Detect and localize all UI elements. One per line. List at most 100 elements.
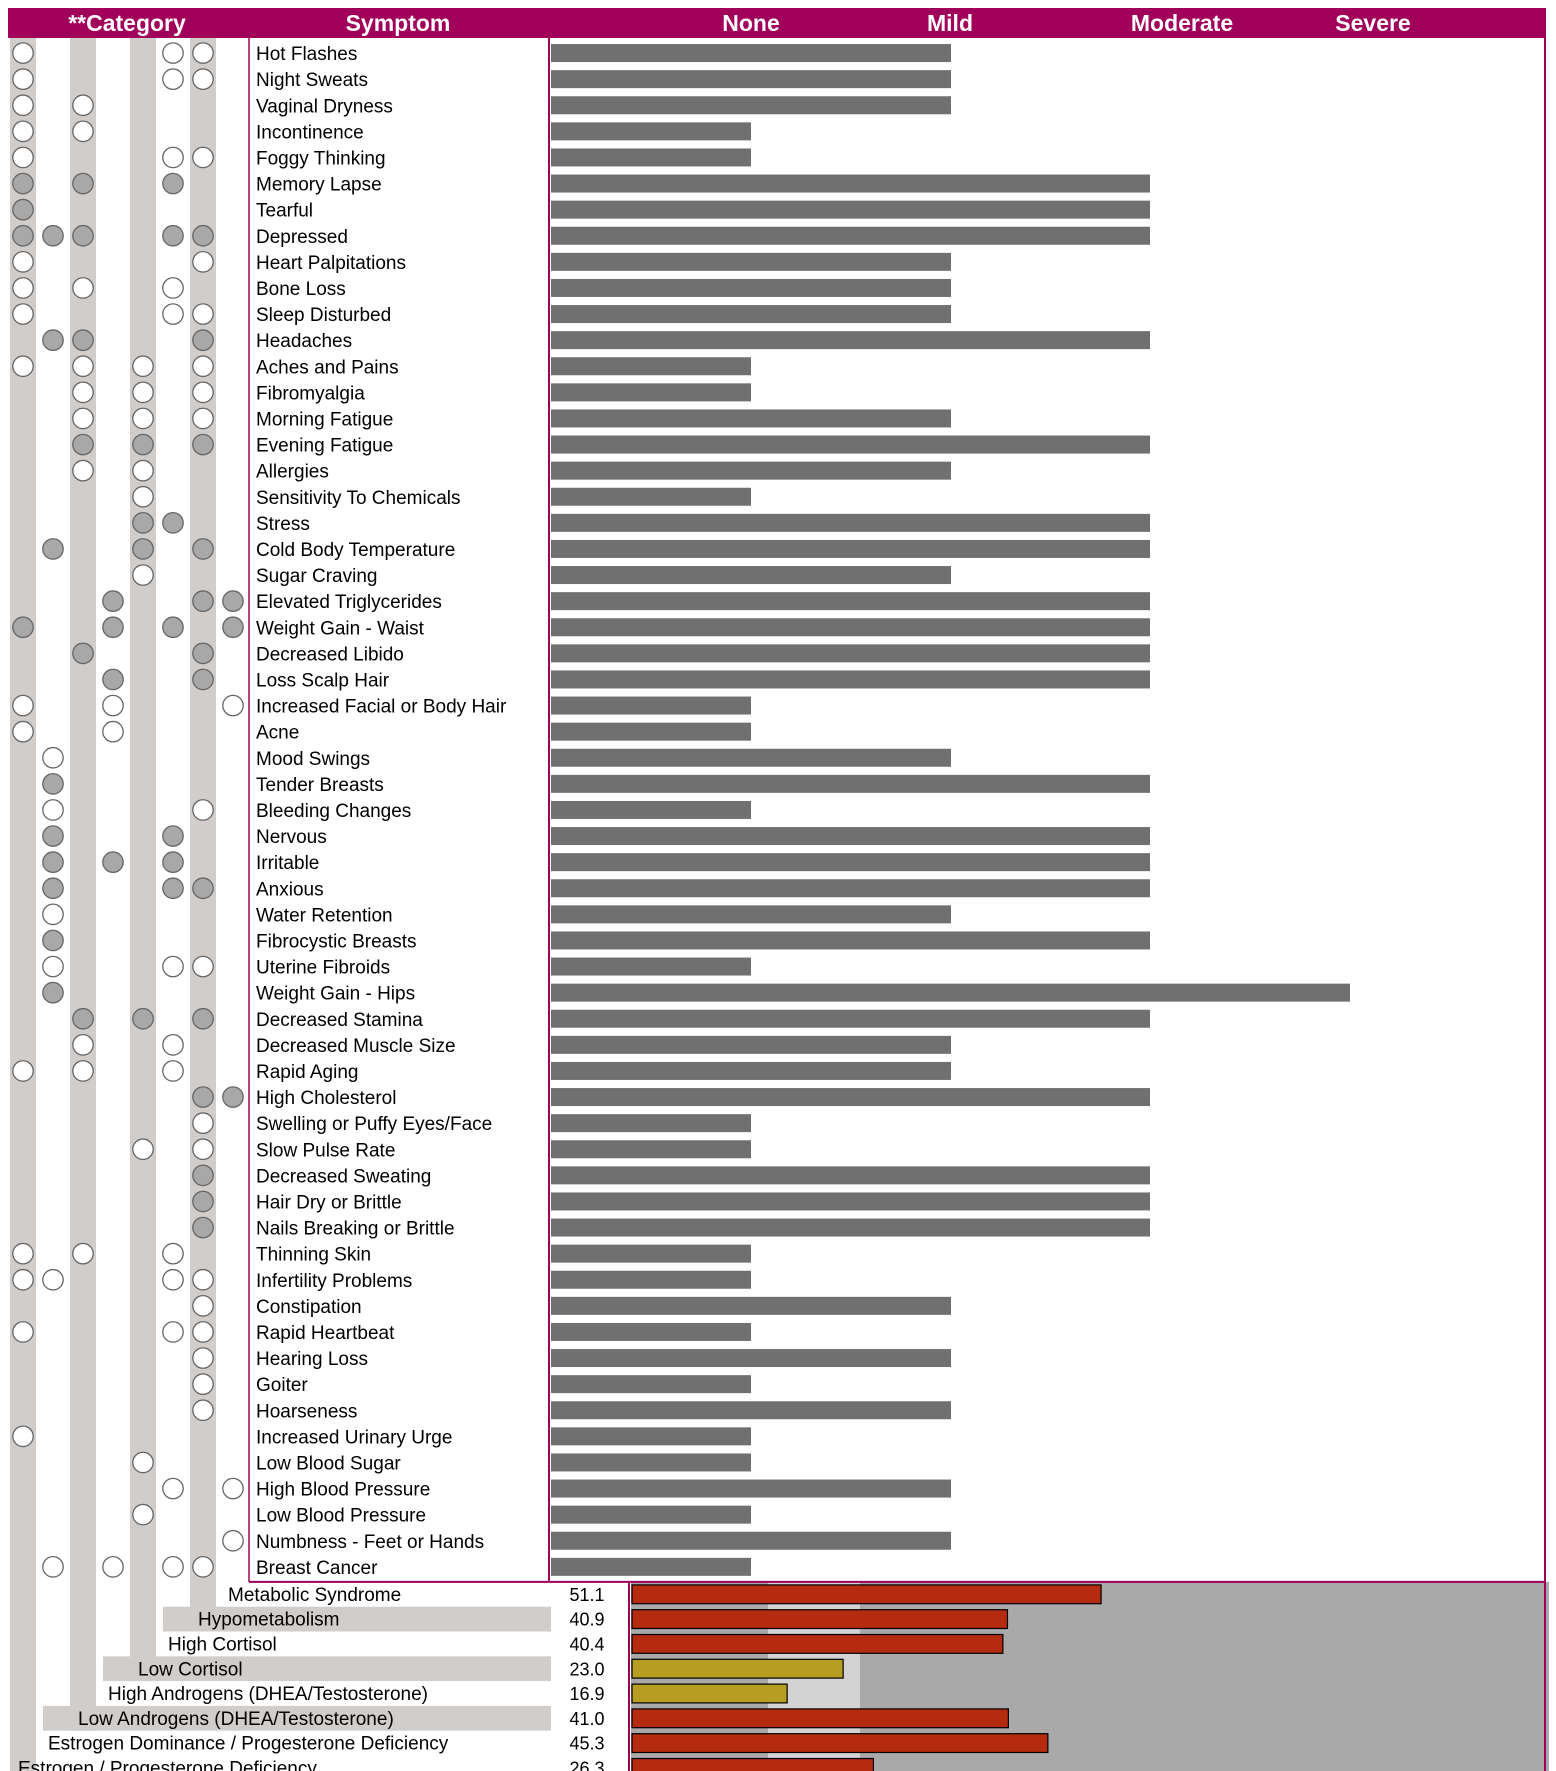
- category-marker-open: [72, 355, 94, 378]
- symptom-label: Morning Fatigue: [256, 409, 393, 430]
- category-marker-open: [192, 407, 214, 430]
- category-marker-filled: [192, 877, 214, 900]
- header-bar: [8, 8, 1545, 38]
- category-marker-open: [192, 1268, 214, 1291]
- symptom-severity-bar: [551, 1140, 751, 1159]
- symptom-severity-bar: [551, 252, 951, 271]
- symptom-severity-bar: [551, 435, 1150, 454]
- symptom-label: Sugar Craving: [256, 566, 377, 587]
- symptom-label: High Cholesterol: [256, 1088, 396, 1109]
- category-markers: [12, 42, 244, 1578]
- category-marker-open: [222, 1477, 244, 1500]
- category-marker-filled: [42, 851, 64, 874]
- category-marker-filled: [12, 172, 34, 195]
- category-marker-open: [222, 1529, 244, 1552]
- symptom-severity-bar: [551, 618, 1150, 637]
- category-marker-open: [162, 146, 184, 169]
- category-marker-filled: [162, 877, 184, 900]
- category-marker-open: [12, 1268, 34, 1291]
- symptom-severity-bar: [551, 1505, 751, 1524]
- symptom-label: Sensitivity To Chemicals: [256, 488, 461, 509]
- category-marker-filled: [192, 1086, 214, 1108]
- symptom-label: Tearful: [256, 201, 313, 222]
- header-level-severe: Severe: [1335, 10, 1410, 36]
- symptom-severity-bar: [551, 513, 1150, 532]
- category-marker-filled: [162, 172, 184, 195]
- category-marker-filled: [12, 198, 34, 221]
- category-marker-open: [192, 799, 214, 821]
- symptom-severity-bar: [551, 774, 1150, 793]
- category-marker-filled: [42, 929, 64, 952]
- category-marker-open: [42, 1268, 64, 1291]
- symptom-severity-bar: [551, 331, 1150, 350]
- category-marker-open: [162, 1556, 184, 1578]
- category-marker-filled: [12, 616, 34, 639]
- category-marker-open: [162, 42, 184, 64]
- category-marker-open: [72, 381, 94, 404]
- category-label: Estrogen / Progesterone Deficiency: [18, 1759, 317, 1771]
- symptom-severity-bar: [551, 644, 1150, 663]
- category-marker-open: [162, 303, 184, 325]
- category-marker-filled: [42, 538, 64, 560]
- category-marker-open: [132, 459, 154, 482]
- category-marker-filled: [192, 538, 214, 560]
- symptom-severity-bar: [551, 1009, 1150, 1028]
- symptom-severity-bar: [551, 1479, 951, 1498]
- header-level-none: None: [722, 10, 780, 36]
- category-marker-open: [162, 68, 184, 91]
- category-marker-filled: [192, 590, 214, 613]
- symptom-severity-bar: [551, 539, 1150, 558]
- category-marker-open: [162, 1268, 184, 1291]
- category-marker-open: [12, 146, 34, 169]
- category-label: Hypometabolism: [198, 1610, 340, 1631]
- category-marker-filled: [222, 1086, 244, 1108]
- frame-lines: [248, 8, 1546, 1771]
- symptom-severity-bar: [551, 566, 951, 585]
- category-marker-filled: [72, 642, 94, 665]
- symptom-label: Weight Gain - Waist: [256, 618, 425, 639]
- category-marker-open: [12, 120, 34, 143]
- symptom-severity-bar: [551, 957, 751, 976]
- category-marker-open: [132, 564, 154, 586]
- category-marker-open: [72, 1060, 94, 1082]
- category-marker-open: [192, 146, 214, 169]
- symptom-label: Breast Cancer: [256, 1558, 378, 1579]
- symptom-severity-bar: [551, 1322, 751, 1341]
- category-marker-filled: [192, 1164, 214, 1187]
- category-marker-filled: [192, 1007, 214, 1030]
- symptom-severity-bar: [551, 983, 1350, 1002]
- symptom-label: Incontinence: [256, 122, 364, 143]
- category-marker-open: [102, 694, 124, 717]
- symptom-severity-bar: [551, 122, 751, 141]
- symptom-label: Depressed: [256, 227, 348, 248]
- category-marker-open: [12, 1321, 34, 1343]
- category-score-value: 26.3: [569, 1759, 604, 1771]
- symptom-severity-bar: [551, 148, 751, 167]
- symptom-label: Low Blood Sugar: [256, 1453, 401, 1474]
- category-marker-open: [132, 1138, 154, 1161]
- symptom-severity-bar: [551, 827, 1150, 846]
- category-marker-open: [192, 955, 214, 978]
- category-column-band: [70, 38, 96, 1731]
- symptom-severity-bar: [551, 905, 951, 924]
- category-marker-open: [12, 303, 34, 325]
- category-label: High Cortisol: [168, 1635, 277, 1656]
- category-marker-filled: [102, 590, 124, 613]
- category-marker-open: [192, 1373, 214, 1396]
- category-marker-open: [132, 381, 154, 404]
- category-marker-filled: [132, 433, 154, 456]
- symptom-label: Swelling or Puffy Eyes/Face: [256, 1114, 492, 1135]
- symptom-label: Bleeding Changes: [256, 801, 411, 822]
- category-marker-open: [12, 1060, 34, 1082]
- symptom-severity-bar: [551, 44, 951, 63]
- category-marker-filled: [42, 329, 64, 351]
- category-marker-open: [102, 1556, 124, 1578]
- symptom-label: Bone Loss: [256, 279, 346, 300]
- category-marker-open: [72, 1242, 94, 1265]
- symptom-severity-bar: [551, 409, 951, 428]
- category-marker-open: [162, 1034, 184, 1056]
- symptom-label: Irritable: [256, 853, 319, 874]
- category-marker-open: [12, 94, 34, 117]
- category-marker-filled: [12, 224, 34, 247]
- category-label: Low Androgens (DHEA/Testosterone): [78, 1709, 394, 1730]
